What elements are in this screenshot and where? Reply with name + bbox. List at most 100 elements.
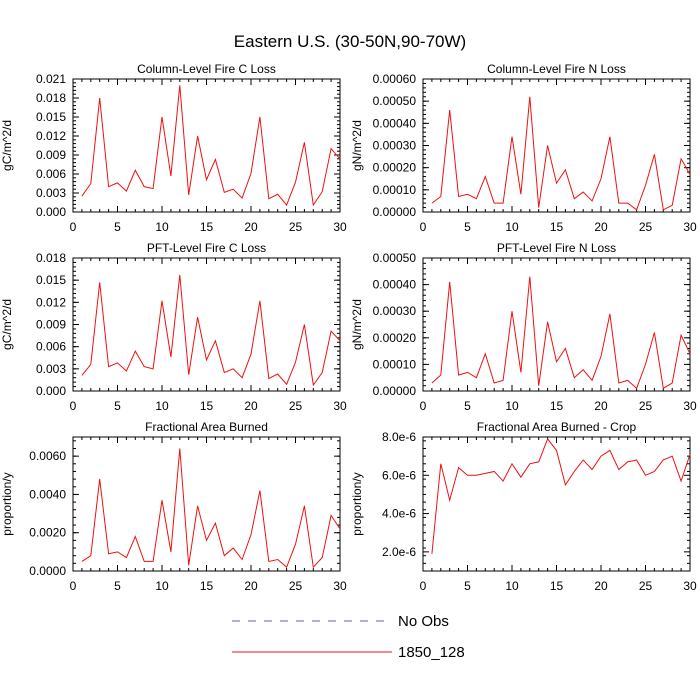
y-tick-label: 0.00010 bbox=[373, 357, 417, 371]
y-axis-label: proportion/y bbox=[350, 472, 364, 535]
y-tick-label: 0.006 bbox=[36, 167, 66, 181]
x-tick-label: 10 bbox=[505, 399, 519, 413]
y-tick-label: 0.00020 bbox=[373, 161, 417, 175]
x-tick-label: 25 bbox=[289, 579, 303, 593]
x-tick-label: 25 bbox=[289, 399, 303, 413]
x-tick-label: 25 bbox=[639, 220, 653, 234]
x-tick-label: 30 bbox=[333, 579, 347, 593]
x-tick-label: 30 bbox=[683, 399, 697, 413]
x-tick-label: 20 bbox=[594, 220, 608, 234]
y-tick-label: 0.0040 bbox=[29, 487, 66, 501]
figure-title: Eastern U.S. (30-50N,90-70W) bbox=[234, 32, 466, 51]
y-axis-label: gN/m^2/d bbox=[350, 299, 364, 350]
y-tick-label: 0.009 bbox=[36, 318, 66, 332]
x-tick-label: 20 bbox=[244, 579, 258, 593]
y-tick-label: 0.012 bbox=[36, 295, 66, 309]
legend: No Obs 1850_128 bbox=[232, 613, 465, 661]
y-axis-label: gC/m^2/d bbox=[0, 120, 14, 171]
y-axis-label: gC/m^2/d bbox=[0, 299, 14, 350]
y-tick-label: 2.0e-6 bbox=[382, 545, 416, 559]
x-tick-label: 20 bbox=[594, 399, 608, 413]
x-tick-label: 30 bbox=[683, 220, 697, 234]
x-tick-label: 15 bbox=[200, 220, 214, 234]
series-line bbox=[431, 437, 691, 554]
panel-title: PFT-Level Fire C Loss bbox=[147, 241, 266, 255]
x-tick-label: 5 bbox=[464, 579, 471, 593]
y-tick-label: 0.018 bbox=[36, 91, 66, 105]
plot-frame bbox=[422, 436, 691, 572]
chart-panel: PFT-Level Fire C Loss gC/m^2/d 0 5 10 15 20 25 3… bbox=[0, 241, 347, 413]
series-line bbox=[81, 448, 341, 569]
series-line bbox=[81, 85, 341, 207]
y-tick-label: 0.021 bbox=[36, 72, 66, 86]
y-tick-label: 0.00040 bbox=[373, 278, 417, 292]
legend-label: 1850_128 bbox=[398, 644, 465, 661]
y-tick-label: 0.000 bbox=[36, 205, 66, 219]
x-tick-label: 10 bbox=[155, 579, 169, 593]
y-tick-label: 0.00020 bbox=[373, 331, 417, 345]
y-tick-label: 4.0e-6 bbox=[382, 507, 416, 521]
panel-title: Column-Level Fire N Loss bbox=[487, 62, 626, 76]
x-tick-label: 0 bbox=[420, 579, 427, 593]
x-tick-label: 25 bbox=[289, 220, 303, 234]
y-tick-label: 0.0000 bbox=[29, 564, 66, 578]
series-line bbox=[431, 276, 691, 390]
x-tick-label: 0 bbox=[420, 399, 427, 413]
y-tick-label: 0.018 bbox=[36, 251, 66, 265]
x-tick-label: 25 bbox=[639, 399, 653, 413]
x-tick-label: 0 bbox=[70, 220, 77, 234]
x-tick-label: 10 bbox=[505, 220, 519, 234]
y-tick-label: 0.0060 bbox=[29, 449, 66, 463]
x-tick-label: 30 bbox=[333, 220, 347, 234]
x-tick-label: 30 bbox=[683, 579, 697, 593]
chart-panel: Column-Level Fire C Loss gC/m^2/d 0 5 10 15 20… bbox=[0, 62, 347, 234]
x-tick-label: 5 bbox=[114, 220, 121, 234]
x-tick-label: 15 bbox=[200, 399, 214, 413]
y-tick-label: 0.000 bbox=[36, 384, 66, 398]
y-tick-label: 0.003 bbox=[36, 186, 66, 200]
x-tick-label: 30 bbox=[333, 399, 347, 413]
y-tick-label: 0.00040 bbox=[373, 116, 417, 130]
panel-title: Fractional Area Burned bbox=[145, 420, 268, 434]
x-tick-label: 20 bbox=[594, 579, 608, 593]
plot-frame bbox=[422, 257, 691, 392]
x-tick-label: 0 bbox=[420, 220, 427, 234]
plot-frame bbox=[72, 436, 341, 572]
x-tick-label: 15 bbox=[550, 220, 564, 234]
plot-frame bbox=[72, 257, 341, 392]
x-tick-label: 5 bbox=[464, 399, 471, 413]
y-tick-label: 0.009 bbox=[36, 148, 66, 162]
x-tick-label: 10 bbox=[155, 220, 169, 234]
x-tick-label: 15 bbox=[200, 579, 214, 593]
plot-frame bbox=[72, 78, 341, 213]
y-tick-label: 0.0020 bbox=[29, 526, 66, 540]
y-tick-label: 0.015 bbox=[36, 110, 66, 124]
y-tick-label: 0.003 bbox=[36, 362, 66, 376]
panel-title: Fractional Area Burned - Crop bbox=[477, 420, 637, 434]
series-line bbox=[431, 96, 691, 211]
legend-label: No Obs bbox=[398, 613, 449, 630]
y-tick-label: 0.00010 bbox=[373, 183, 417, 197]
y-axis-label: proportion/y bbox=[0, 472, 14, 535]
y-tick-label: 0.015 bbox=[36, 273, 66, 287]
y-tick-label: 0.00050 bbox=[373, 94, 417, 108]
panel-title: Column-Level Fire C Loss bbox=[137, 62, 276, 76]
chart-panel: Column-Level Fire N Loss gN/m^2/d 0 5 10 15 20… bbox=[350, 62, 697, 234]
chart-panel: Fractional Area Burned proportion/y 0 5 10 15… bbox=[0, 420, 347, 593]
x-tick-label: 10 bbox=[505, 579, 519, 593]
x-tick-label: 20 bbox=[244, 399, 258, 413]
y-tick-label: 8.0e-6 bbox=[382, 430, 416, 444]
series-line bbox=[81, 274, 341, 387]
x-tick-label: 5 bbox=[464, 220, 471, 234]
y-tick-label: 0.00000 bbox=[373, 205, 417, 219]
x-tick-label: 20 bbox=[244, 220, 258, 234]
y-tick-label: 0.006 bbox=[36, 340, 66, 354]
chart-panel: Fractional Area Burned - Crop proportion/… bbox=[350, 420, 697, 593]
x-tick-label: 25 bbox=[639, 579, 653, 593]
x-tick-label: 0 bbox=[70, 399, 77, 413]
y-tick-label: 0.012 bbox=[36, 129, 66, 143]
x-tick-label: 15 bbox=[550, 579, 564, 593]
x-tick-label: 15 bbox=[550, 399, 564, 413]
y-tick-label: 6.0e-6 bbox=[382, 468, 416, 482]
